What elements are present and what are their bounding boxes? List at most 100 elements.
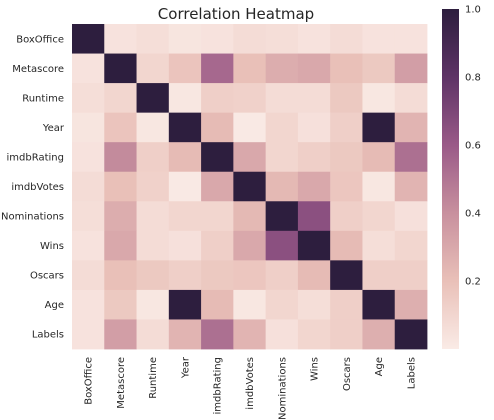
heatmap-cell-age-boxoffice	[72, 289, 105, 320]
heatmap-cell-labels-boxoffice	[72, 319, 105, 350]
heatmap-cell-oscars-year	[168, 260, 202, 291]
heatmap-cell-age-nominations	[265, 289, 299, 320]
y-tick-label: imdbVotes	[11, 182, 64, 193]
heatmap-cell-age-labels	[394, 289, 428, 320]
x-tick-label: Year	[180, 356, 191, 379]
heatmap-cell-nominations-wins	[297, 201, 331, 232]
heatmap-cell-metascore-nominations	[265, 53, 299, 84]
heatmap-cell-labels-age	[362, 319, 396, 350]
heatmap-cell-runtime-age	[362, 83, 396, 114]
heatmap-cell-boxoffice-oscars	[330, 24, 363, 54]
heatmap-cell-nominations-age	[362, 201, 396, 232]
heatmap-cell-age-imdbrating	[201, 289, 234, 320]
heatmap-cell-wins-boxoffice	[72, 230, 105, 261]
heatmap-cell-labels-metascore	[104, 319, 137, 350]
heatmap-cell-imdbvotes-runtime	[136, 171, 170, 202]
heatmap-cell-metascore-runtime	[136, 53, 170, 84]
heatmap-cell-metascore-metascore	[104, 53, 137, 84]
heatmap-cell-oscars-boxoffice	[72, 260, 105, 291]
heatmap-cell-boxoffice-year	[168, 24, 202, 54]
heatmap-cell-runtime-oscars	[330, 83, 363, 114]
heatmap-cell-labels-nominations	[265, 319, 299, 350]
heatmap-cell-runtime-runtime	[136, 83, 170, 114]
heatmap-cell-nominations-year	[168, 201, 202, 232]
chart-title: Correlation Heatmap	[158, 5, 314, 23]
heatmap-cell-metascore-age	[362, 53, 396, 84]
heatmap-cell-imdbvotes-imdbrating	[201, 171, 234, 202]
heatmap-cell-imdbrating-age	[362, 142, 396, 173]
heatmap-cell-nominations-metascore	[104, 201, 137, 232]
heatmap-cell-imdbrating-nominations	[265, 142, 299, 173]
heatmap-cell-imdbrating-oscars	[330, 142, 363, 173]
heatmap-cell-oscars-metascore	[104, 260, 137, 291]
heatmap-cell-runtime-labels	[394, 83, 428, 114]
heatmap-cell-year-year	[168, 112, 202, 143]
heatmap-cell-wins-nominations	[265, 230, 299, 261]
heatmap-cell-labels-labels	[394, 319, 428, 350]
heatmap-cell-runtime-imdbrating	[201, 83, 234, 114]
heatmap-cell-boxoffice-age	[362, 24, 396, 54]
heatmap-cell-imdbrating-wins	[297, 142, 331, 173]
heatmap-cell-wins-imdbrating	[201, 230, 234, 261]
y-tick-label: Nominations	[1, 212, 64, 223]
heatmap-cell-metascore-imdbvotes	[233, 53, 267, 84]
heatmap-cell-nominations-runtime	[136, 201, 170, 232]
heatmap-cell-wins-age	[362, 230, 396, 261]
heatmap-cell-imdbrating-imdbvotes	[233, 142, 267, 173]
heatmap-cell-year-imdbrating	[201, 112, 234, 143]
heatmap-cell-year-nominations	[265, 112, 299, 143]
heatmap-cell-year-oscars	[330, 112, 363, 143]
heatmap-cell-metascore-oscars	[330, 53, 363, 84]
heatmap-cell-age-imdbvotes	[233, 289, 267, 320]
x-tick-label: imdbVotes	[245, 357, 256, 410]
heatmap-cell-imdbvotes-imdbvotes	[233, 171, 267, 202]
heatmap-cell-labels-imdbrating	[201, 319, 234, 350]
y-tick-label: Labels	[32, 330, 64, 341]
colorbar-tick-label: 0.2	[465, 277, 481, 288]
heatmap-cell-nominations-boxoffice	[72, 201, 105, 232]
heatmap-cell-wins-oscars	[330, 230, 363, 261]
heatmap-cell-labels-wins	[297, 319, 331, 350]
heatmap-cell-year-metascore	[104, 112, 137, 143]
heatmap-cell-imdbvotes-year	[168, 171, 202, 202]
heatmap-cell-boxoffice-metascore	[104, 24, 137, 54]
y-tick-label: Wins	[40, 241, 64, 252]
x-tick-label: Age	[374, 357, 385, 376]
colorbar-ticks: 0.2 0.4 0.6 0.8 1.0	[465, 5, 481, 288]
heatmap-cell-oscars-age	[362, 260, 396, 291]
x-tick-label: imdbRating	[213, 357, 224, 414]
heatmap-cell-age-age	[362, 289, 396, 320]
heatmap-cell-boxoffice-imdbvotes	[233, 24, 267, 54]
heatmap-cell-labels-runtime	[136, 319, 170, 350]
y-tick-label: imdbRating	[7, 152, 64, 163]
heatmap-cell-age-runtime	[136, 289, 170, 320]
heatmap-cell-imdbvotes-labels	[394, 171, 428, 202]
colorbar-tick-label: 0.4	[465, 209, 481, 220]
heatmap-cell-wins-year	[168, 230, 202, 261]
heatmap-cells	[72, 24, 428, 350]
heatmap-cell-year-runtime	[136, 112, 170, 143]
heatmap-cell-wins-metascore	[104, 230, 137, 261]
heatmap-cell-metascore-imdbrating	[201, 53, 234, 84]
heatmap-cell-runtime-boxoffice	[72, 83, 105, 114]
heatmap-cell-wins-wins	[297, 230, 331, 261]
colorbar	[442, 9, 459, 349]
x-tick-label: Oscars	[342, 357, 353, 391]
heatmap-cell-imdbvotes-oscars	[330, 171, 363, 202]
y-tick-label: Metascore	[12, 64, 64, 75]
x-tick-label: Metascore	[116, 357, 127, 409]
heatmap-cell-year-imdbvotes	[233, 112, 267, 143]
heatmap-cell-runtime-year	[168, 83, 202, 114]
heatmap-cell-runtime-imdbvotes	[233, 83, 267, 114]
heatmap-cell-imdbrating-imdbrating	[201, 142, 234, 173]
heatmap-cell-age-oscars	[330, 289, 363, 320]
heatmap-cell-metascore-boxoffice	[72, 53, 105, 84]
heatmap-cell-year-labels	[394, 112, 428, 143]
heatmap-cell-runtime-metascore	[104, 83, 137, 114]
heatmap-cell-boxoffice-imdbrating	[201, 24, 234, 54]
heatmap-cell-age-year	[168, 289, 202, 320]
heatmap-cell-wins-runtime	[136, 230, 170, 261]
x-tick-labels: BoxOffice Metascore Runtime Year imdbRating i…	[84, 356, 418, 420]
colorbar-tick-label: 0.8	[465, 73, 481, 84]
